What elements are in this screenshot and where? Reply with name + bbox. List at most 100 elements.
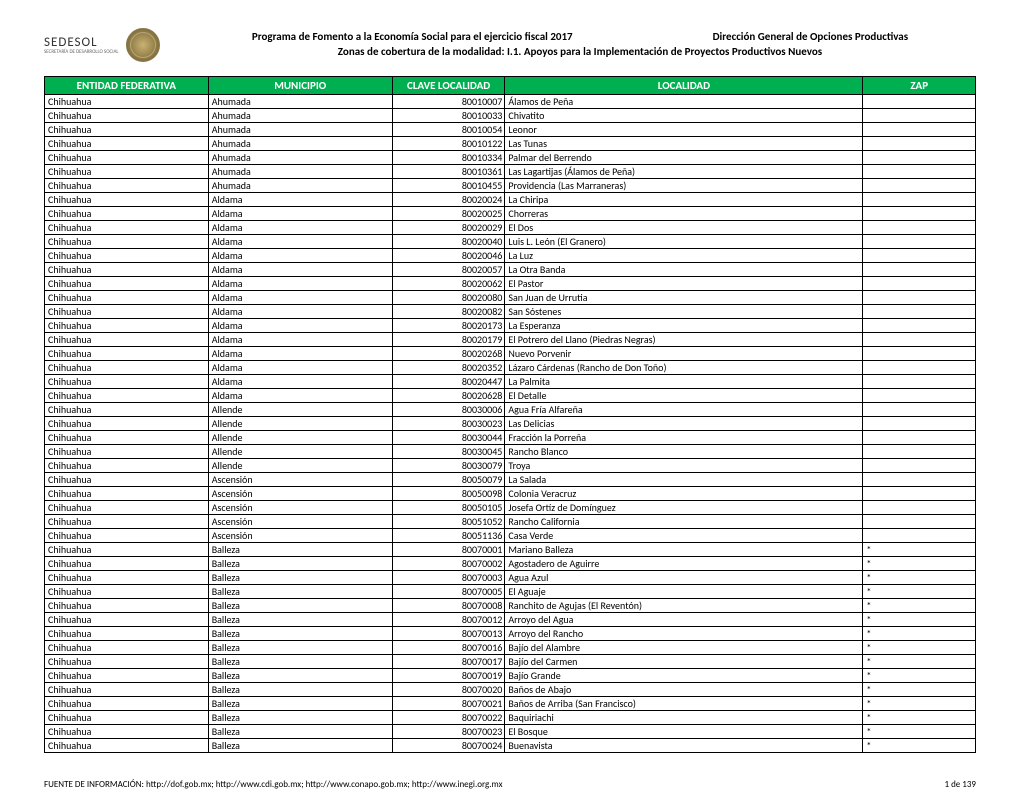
cell-zap	[863, 487, 976, 501]
cell-clave: 80070005	[392, 585, 505, 599]
cell-clave: 80070020	[392, 683, 505, 697]
cell-municipio: Balleza	[208, 599, 392, 613]
cell-entidad: Chihuahua	[45, 109, 209, 123]
cell-municipio: Balleza	[208, 711, 392, 725]
table-row: ChihuahuaAldama80020062El Pastor	[45, 277, 976, 291]
cell-municipio: Ascensión	[208, 487, 392, 501]
cell-clave: 80070022	[392, 711, 505, 725]
cell-zap	[863, 459, 976, 473]
cell-entidad: Chihuahua	[45, 165, 209, 179]
cell-localidad: La Esperanza	[505, 319, 863, 333]
cell-localidad: Arroyo del Agua	[505, 613, 863, 627]
cell-localidad: Luis L. León (El Granero)	[505, 235, 863, 249]
table-row: ChihuahuaAldama80020268Nuevo Porvenir	[45, 347, 976, 361]
cell-municipio: Ascensión	[208, 529, 392, 543]
cell-municipio: Balleza	[208, 585, 392, 599]
cell-zap	[863, 501, 976, 515]
cell-localidad: Álamos de Peña	[505, 95, 863, 109]
cell-municipio: Ahumada	[208, 151, 392, 165]
cell-municipio: Aldama	[208, 389, 392, 403]
cell-zap	[863, 109, 976, 123]
col-entidad: ENTIDAD FEDERATIVA	[45, 77, 209, 95]
cell-localidad: Arroyo del Rancho	[505, 627, 863, 641]
cell-municipio: Balleza	[208, 683, 392, 697]
cell-municipio: Balleza	[208, 543, 392, 557]
cell-localidad: La Salada	[505, 473, 863, 487]
col-clave: CLAVE LOCALIDAD	[392, 77, 505, 95]
cell-entidad: Chihuahua	[45, 263, 209, 277]
table-row: ChihuahuaAldama80020029El Dos	[45, 221, 976, 235]
cell-localidad: El Bosque	[505, 725, 863, 739]
table-row: ChihuahuaAldama80020046La Luz	[45, 249, 976, 263]
table-row: ChihuahuaBalleza80070019Bajío Grande*	[45, 669, 976, 683]
cell-localidad: Agua Azul	[505, 571, 863, 585]
cell-localidad: Palmar del Berrendo	[505, 151, 863, 165]
title-department: Dirección General de Opciones Productiva…	[713, 30, 909, 43]
table-row: ChihuahuaAllende80030006Agua Fría Alfare…	[45, 403, 976, 417]
table-row: ChihuahuaBalleza80070023El Bosque*	[45, 725, 976, 739]
table-row: ChihuahuaAscensión80050105Josefa Ortíz d…	[45, 501, 976, 515]
table-row: ChihuahuaAldama80020040Luis L. León (El …	[45, 235, 976, 249]
cell-entidad: Chihuahua	[45, 179, 209, 193]
cell-zap	[863, 431, 976, 445]
cell-entidad: Chihuahua	[45, 543, 209, 557]
cell-entidad: Chihuahua	[45, 501, 209, 515]
cell-entidad: Chihuahua	[45, 641, 209, 655]
cell-zap	[863, 291, 976, 305]
cell-clave: 80010033	[392, 109, 505, 123]
cell-clave: 80010122	[392, 137, 505, 151]
cell-municipio: Aldama	[208, 277, 392, 291]
cell-entidad: Chihuahua	[45, 669, 209, 683]
cell-zap	[863, 151, 976, 165]
cell-zap	[863, 277, 976, 291]
cell-entidad: Chihuahua	[45, 599, 209, 613]
cell-clave: 80020024	[392, 193, 505, 207]
cell-localidad: La Chiripa	[505, 193, 863, 207]
cell-entidad: Chihuahua	[45, 207, 209, 221]
cell-municipio: Aldama	[208, 347, 392, 361]
table-row: ChihuahuaAldama80020628El Detalle	[45, 389, 976, 403]
cell-municipio: Balleza	[208, 697, 392, 711]
cell-localidad: San Juan de Urrutia	[505, 291, 863, 305]
table-row: ChihuahuaAldama80020179El Potrero del Ll…	[45, 333, 976, 347]
col-zap: ZAP	[863, 77, 976, 95]
table-row: ChihuahuaAscensión80050079La Salada	[45, 473, 976, 487]
cell-clave: 80020080	[392, 291, 505, 305]
cell-municipio: Aldama	[208, 235, 392, 249]
cell-zap: *	[863, 571, 976, 585]
cell-clave: 80020057	[392, 263, 505, 277]
table-row: ChihuahuaAhumada80010054Leonor	[45, 123, 976, 137]
cell-entidad: Chihuahua	[45, 347, 209, 361]
cell-localidad: Troya	[505, 459, 863, 473]
cell-municipio: Aldama	[208, 263, 392, 277]
cell-zap: *	[863, 599, 976, 613]
cell-zap: *	[863, 697, 976, 711]
cell-zap: *	[863, 669, 976, 683]
cell-clave: 80050105	[392, 501, 505, 515]
table-row: ChihuahuaAldama80020080San Juan de Urrut…	[45, 291, 976, 305]
cell-localidad: La Otra Banda	[505, 263, 863, 277]
cell-municipio: Allende	[208, 445, 392, 459]
cell-municipio: Ahumada	[208, 137, 392, 151]
cell-entidad: Chihuahua	[45, 487, 209, 501]
cell-zap: *	[863, 739, 976, 753]
cell-clave: 80070024	[392, 739, 505, 753]
cell-entidad: Chihuahua	[45, 249, 209, 263]
title-program: Programa de Fomento a la Economía Social…	[252, 30, 573, 43]
cell-clave: 80020062	[392, 277, 505, 291]
logo-subtitle: SECRETARÍA DE DESARROLLO SOCIAL	[44, 50, 118, 55]
title-subtitle: Zonas de cobertura de la modalidad: I.1.…	[184, 45, 976, 58]
cell-entidad: Chihuahua	[45, 151, 209, 165]
table-row: ChihuahuaAhumada80010122Las Tunas	[45, 137, 976, 151]
cell-localidad: Nuevo Porvenir	[505, 347, 863, 361]
table-row: ChihuahuaAllende80030079Troya	[45, 459, 976, 473]
cell-zap: *	[863, 655, 976, 669]
cell-localidad: Bajío del Alambre	[505, 641, 863, 655]
cell-municipio: Aldama	[208, 305, 392, 319]
cell-clave: 80030044	[392, 431, 505, 445]
cell-localidad: Colonia Veracruz	[505, 487, 863, 501]
cell-localidad: Chivatito	[505, 109, 863, 123]
table-row: ChihuahuaBalleza80070012Arroyo del Agua*	[45, 613, 976, 627]
cell-localidad: Baños de Abajo	[505, 683, 863, 697]
cell-localidad: Rancho California	[505, 515, 863, 529]
